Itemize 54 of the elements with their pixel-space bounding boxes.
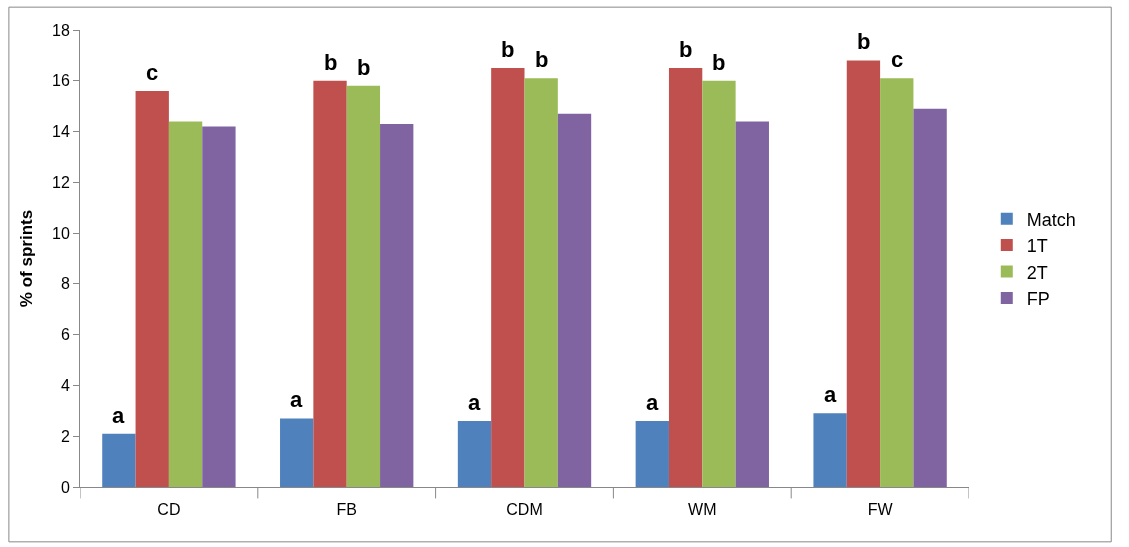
y-axis-title: % of sprints bbox=[16, 209, 36, 308]
bar bbox=[702, 80, 736, 487]
annotation: c bbox=[146, 60, 159, 85]
annotation: b bbox=[324, 50, 338, 75]
annotation: b bbox=[501, 37, 515, 62]
legend-label: 2T bbox=[1026, 262, 1048, 283]
annotation: b bbox=[679, 37, 693, 62]
bar bbox=[735, 121, 769, 487]
y-tick-label: 2 bbox=[60, 427, 70, 445]
bar bbox=[557, 113, 592, 487]
x-tick-label: WM bbox=[688, 501, 717, 519]
bar bbox=[813, 413, 847, 487]
annotation: b bbox=[712, 50, 726, 75]
bar bbox=[135, 90, 169, 487]
bar bbox=[380, 123, 414, 487]
bar bbox=[635, 420, 669, 487]
bar bbox=[457, 420, 492, 487]
annotation: b bbox=[535, 47, 549, 72]
annotation: b bbox=[357, 55, 371, 80]
bar bbox=[491, 68, 525, 487]
y-tick-label: 16 bbox=[52, 72, 70, 90]
legend-label: Match bbox=[1026, 209, 1076, 230]
y-tick-label: 14 bbox=[52, 123, 70, 141]
x-tick-label: FW bbox=[867, 501, 894, 519]
y-tick-label: 8 bbox=[60, 275, 70, 293]
annotation: a bbox=[824, 382, 837, 407]
annotation: a bbox=[112, 403, 125, 428]
y-tick-label: 4 bbox=[60, 377, 70, 395]
y-tick-label: 18 bbox=[52, 21, 70, 39]
y-tick-label: 12 bbox=[52, 173, 70, 191]
legend-label: FP bbox=[1026, 288, 1050, 309]
annotation: a bbox=[290, 387, 303, 412]
annotation: c bbox=[891, 47, 904, 72]
bar bbox=[168, 121, 203, 487]
bar bbox=[346, 85, 381, 487]
bar bbox=[846, 60, 881, 487]
x-tick-label: CD bbox=[157, 501, 181, 519]
bar bbox=[280, 418, 314, 487]
bar bbox=[668, 68, 703, 487]
y-tick-label: 0 bbox=[60, 478, 70, 496]
bar bbox=[913, 108, 947, 487]
bar bbox=[313, 80, 347, 487]
x-tick-label: FB bbox=[336, 501, 357, 519]
bar bbox=[202, 126, 236, 487]
legend-label: 1T bbox=[1026, 236, 1048, 257]
y-tick-label: 6 bbox=[60, 326, 70, 344]
x-tick-label: CDM bbox=[506, 501, 543, 519]
bar bbox=[102, 433, 136, 487]
annotation: a bbox=[646, 390, 659, 415]
y-tick-label: 10 bbox=[52, 224, 70, 242]
annotation: a bbox=[468, 390, 481, 415]
annotation: b bbox=[857, 29, 871, 54]
bar bbox=[524, 78, 558, 487]
bar bbox=[880, 78, 914, 487]
